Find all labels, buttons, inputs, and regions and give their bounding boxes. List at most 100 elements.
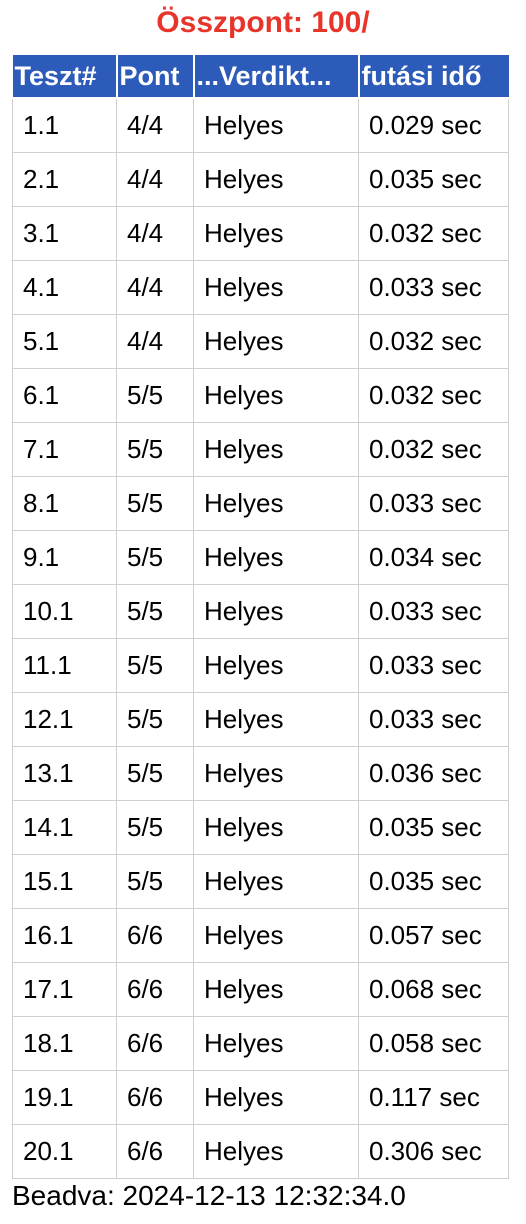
- cell-test-id: 4.1: [12, 260, 117, 315]
- cell-test-id: 1.1: [12, 97, 117, 153]
- cell-runtime: 0.032 sec: [358, 368, 509, 423]
- cell-verdict: Helyes: [193, 97, 359, 153]
- table-row: 5.1 4/4 Helyes 0.032 sec: [12, 314, 509, 369]
- cell-test-id: 8.1: [12, 476, 117, 531]
- cell-test-id: 2.1: [12, 152, 117, 207]
- cell-verdict: Helyes: [193, 260, 359, 315]
- results-table-body: 1.1 4/4 Helyes 0.029 sec 2.1 4/4 Helyes 0.035 s…: [12, 97, 509, 1179]
- cell-test-id: 7.1: [12, 422, 117, 477]
- cell-points: 6/6: [116, 1016, 194, 1071]
- column-header-verdict: ...Verdikt...: [192, 55, 360, 99]
- table-row: 16.1 6/6 Helyes 0.057 sec: [12, 908, 509, 963]
- total-score: Összpont: 100/: [156, 6, 370, 39]
- cell-runtime: 0.033 sec: [358, 692, 509, 747]
- table-row: 2.1 4/4 Helyes 0.035 sec: [12, 152, 509, 207]
- cell-test-id: 10.1: [12, 584, 117, 639]
- cell-test-id: 15.1: [12, 854, 117, 909]
- cell-runtime: 0.029 sec: [358, 97, 509, 153]
- cell-verdict: Helyes: [193, 422, 359, 477]
- cell-points: 5/5: [116, 530, 194, 585]
- cell-points: 5/5: [116, 368, 194, 423]
- results-table: Teszt# Pont ...Verdikt... futási idő 1.1…: [12, 55, 509, 1179]
- cell-runtime: 0.035 sec: [358, 800, 509, 855]
- cell-runtime: 0.306 sec: [358, 1124, 509, 1179]
- cell-verdict: Helyes: [193, 746, 359, 801]
- table-row: 15.1 5/5 Helyes 0.035 sec: [12, 854, 509, 909]
- cell-points: 5/5: [116, 854, 194, 909]
- header-row: Teszt# Pont ...Verdikt... futási idő: [12, 55, 509, 99]
- cell-points: 4/4: [116, 260, 194, 315]
- cell-verdict: Helyes: [193, 314, 359, 369]
- cell-verdict: Helyes: [193, 530, 359, 585]
- cell-runtime: 0.068 sec: [358, 962, 509, 1017]
- cell-runtime: 0.034 sec: [358, 530, 509, 585]
- table-row: 19.1 6/6 Helyes 0.117 sec: [12, 1070, 509, 1125]
- column-header-points: Pont: [115, 55, 195, 99]
- cell-verdict: Helyes: [193, 1070, 359, 1125]
- cell-test-id: 20.1: [12, 1124, 117, 1179]
- cell-verdict: Helyes: [193, 1016, 359, 1071]
- table-row: 7.1 5/5 Helyes 0.032 sec: [12, 422, 509, 477]
- cell-points: 6/6: [116, 962, 194, 1017]
- table-row: 11.1 5/5 Helyes 0.033 sec: [12, 638, 509, 693]
- cell-test-id: 17.1: [12, 962, 117, 1017]
- cell-points: 4/4: [116, 152, 194, 207]
- table-row: 6.1 5/5 Helyes 0.032 sec: [12, 368, 509, 423]
- cell-runtime: 0.058 sec: [358, 1016, 509, 1071]
- cell-runtime: 0.033 sec: [358, 260, 509, 315]
- cell-verdict: Helyes: [193, 800, 359, 855]
- cell-test-id: 11.1: [12, 638, 117, 693]
- cell-test-id: 9.1: [12, 530, 117, 585]
- table-row: 3.1 4/4 Helyes 0.032 sec: [12, 206, 509, 261]
- cell-verdict: Helyes: [193, 476, 359, 531]
- column-header-test: Teszt#: [12, 55, 118, 99]
- cell-points: 5/5: [116, 638, 194, 693]
- cell-points: 5/5: [116, 584, 194, 639]
- table-row: 17.1 6/6 Helyes 0.068 sec: [12, 962, 509, 1017]
- cell-verdict: Helyes: [193, 152, 359, 207]
- table-row: 12.1 5/5 Helyes 0.033 sec: [12, 692, 509, 747]
- cell-test-id: 18.1: [12, 1016, 117, 1071]
- cell-points: 5/5: [116, 476, 194, 531]
- cell-test-id: 3.1: [12, 206, 117, 261]
- cell-runtime: 0.036 sec: [358, 746, 509, 801]
- cell-points: 6/6: [116, 1124, 194, 1179]
- submitted-timestamp: Beadva: 2024-12-13 12:32:34.0: [12, 1180, 406, 1211]
- table-row: 13.1 5/5 Helyes 0.036 sec: [12, 746, 509, 801]
- table-row: 4.1 4/4 Helyes 0.033 sec: [12, 260, 509, 315]
- cell-points: 6/6: [116, 1070, 194, 1125]
- cell-verdict: Helyes: [193, 368, 359, 423]
- cell-runtime: 0.033 sec: [358, 476, 509, 531]
- cell-verdict: Helyes: [193, 692, 359, 747]
- cell-runtime: 0.032 sec: [358, 422, 509, 477]
- table-row: 1.1 4/4 Helyes 0.029 sec: [12, 97, 509, 153]
- column-header-runtime: futási idő: [357, 55, 509, 99]
- table-row: 8.1 5/5 Helyes 0.033 sec: [12, 476, 509, 531]
- cell-verdict: Helyes: [193, 908, 359, 963]
- cell-points: 4/4: [116, 314, 194, 369]
- table-row: 9.1 5/5 Helyes 0.034 sec: [12, 530, 509, 585]
- cell-verdict: Helyes: [193, 206, 359, 261]
- cell-points: 4/4: [116, 206, 194, 261]
- cell-verdict: Helyes: [193, 1124, 359, 1179]
- cell-verdict: Helyes: [193, 638, 359, 693]
- cell-points: 6/6: [116, 908, 194, 963]
- cell-runtime: 0.035 sec: [358, 854, 509, 909]
- cell-runtime: 0.032 sec: [358, 314, 509, 369]
- cell-test-id: 16.1: [12, 908, 117, 963]
- cell-test-id: 5.1: [12, 314, 117, 369]
- table-row: 14.1 5/5 Helyes 0.035 sec: [12, 800, 509, 855]
- cell-runtime: 0.035 sec: [358, 152, 509, 207]
- table-row: 20.1 6/6 Helyes 0.306 sec: [12, 1124, 509, 1179]
- cell-runtime: 0.033 sec: [358, 584, 509, 639]
- cell-test-id: 19.1: [12, 1070, 117, 1125]
- cell-runtime: 0.117 sec: [358, 1070, 509, 1125]
- cell-runtime: 0.057 sec: [358, 908, 509, 963]
- cell-test-id: 13.1: [12, 746, 117, 801]
- cell-verdict: Helyes: [193, 584, 359, 639]
- cell-runtime: 0.032 sec: [358, 206, 509, 261]
- cell-runtime: 0.033 sec: [358, 638, 509, 693]
- results-table-header: Teszt# Pont ...Verdikt... futási idő: [12, 55, 509, 99]
- cell-points: 5/5: [116, 422, 194, 477]
- table-row: 10.1 5/5 Helyes 0.033 sec: [12, 584, 509, 639]
